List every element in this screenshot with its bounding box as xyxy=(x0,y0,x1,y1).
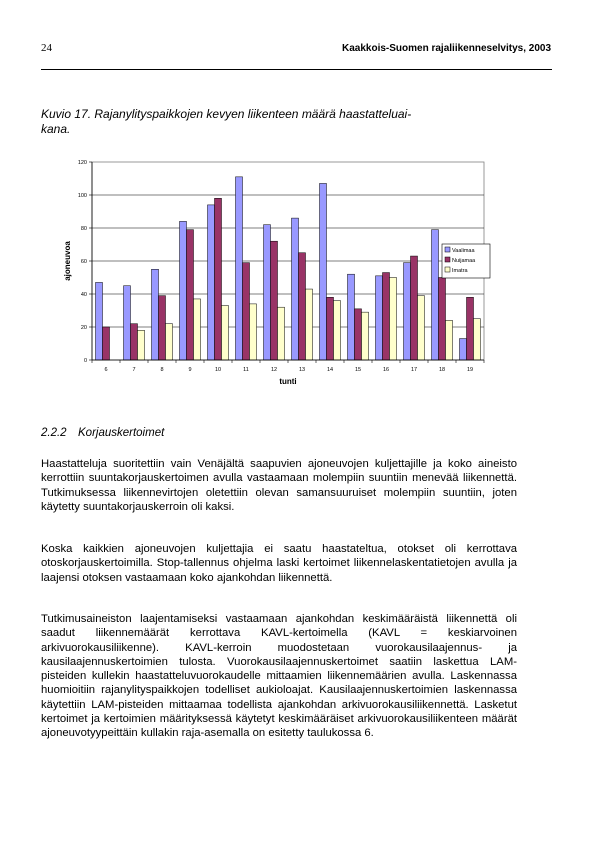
body-paragraph-3: Tutkimusaineiston laajentamiseksi vastaa… xyxy=(41,613,517,740)
bar-nuijamaa-12 xyxy=(270,240,278,361)
bar-vaalimaa-6 xyxy=(95,282,103,361)
legend-label-vaalimaa: Vaalimaa xyxy=(452,248,475,254)
bar-nuijamaa-14 xyxy=(326,297,334,361)
bar-nuijamaa-9 xyxy=(186,229,194,361)
section-number: 2.2.2 xyxy=(41,427,67,439)
bar-imatra-11 xyxy=(249,303,257,361)
bar-imatra-16 xyxy=(389,277,397,361)
page-number: 24 xyxy=(41,42,52,54)
y-tick-label: 60 xyxy=(81,259,87,265)
header-divider xyxy=(41,69,552,70)
bar-nuijamaa-17 xyxy=(410,255,418,361)
running-header-title: Kaakkois-Suomen rajaliikenneselvitys, 20… xyxy=(342,43,551,54)
legend-label-nuijamaa: Nuijamaa xyxy=(452,258,476,264)
body-paragraph-1: Haastatteluja suoritettiin vain Venäjält… xyxy=(41,458,517,513)
x-tick-label: 19 xyxy=(467,367,473,373)
bar-nuijamaa-15 xyxy=(354,308,362,361)
bar-vaalimaa-9 xyxy=(179,221,187,361)
x-tick-label: 11 xyxy=(243,367,249,373)
x-tick-label: 15 xyxy=(355,367,361,373)
y-tick-label: 120 xyxy=(78,160,87,166)
bar-nuijamaa-10 xyxy=(214,198,222,361)
x-tick-label: 9 xyxy=(188,367,191,373)
legend-swatch-imatra xyxy=(444,266,451,273)
x-tick-label: 6 xyxy=(104,367,107,373)
bar-vaalimaa-17 xyxy=(403,262,411,361)
bar-imatra-13 xyxy=(305,288,313,361)
bar-nuijamaa-18 xyxy=(438,277,446,361)
x-tick-label: 14 xyxy=(327,367,333,373)
bar-imatra-14 xyxy=(333,300,341,361)
legend-swatch-nuijamaa xyxy=(444,256,451,263)
bar-vaalimaa-14 xyxy=(319,183,327,361)
section-title: Korjauskertoimet xyxy=(78,427,165,439)
y-axis-title: ajoneuvoa xyxy=(63,241,72,281)
bar-imatra-9 xyxy=(193,298,201,361)
y-tick-label: 20 xyxy=(81,325,87,331)
bar-vaalimaa-10 xyxy=(207,204,215,361)
bar-nuijamaa-8 xyxy=(158,295,166,361)
x-tick-label: 13 xyxy=(299,367,305,373)
y-tick-label: 100 xyxy=(78,193,87,199)
section-heading: 2.2.2 Korjauskertoimet xyxy=(41,427,164,439)
bar-nuijamaa-11 xyxy=(242,262,250,361)
x-tick-label: 10 xyxy=(215,367,221,373)
body-paragraph-2: Koska kaikkien ajoneuvojen kuljettajia e… xyxy=(41,543,517,584)
bar-nuijamaa-19 xyxy=(466,297,474,361)
bar-imatra-19 xyxy=(473,318,481,361)
bar-vaalimaa-16 xyxy=(375,275,383,361)
x-tick-label: 12 xyxy=(271,367,277,373)
y-tick-label: 0 xyxy=(84,358,87,364)
bar-vaalimaa-19 xyxy=(459,338,467,361)
bar-imatra-15 xyxy=(361,311,369,361)
bar-vaalimaa-15 xyxy=(347,273,355,361)
bar-nuijamaa-16 xyxy=(382,272,390,361)
y-tick-label: 80 xyxy=(81,226,87,232)
x-tick-label: 8 xyxy=(160,367,163,373)
bar-vaalimaa-12 xyxy=(263,224,271,361)
x-tick-label: 18 xyxy=(439,367,445,373)
bar-vaalimaa-11 xyxy=(235,176,243,361)
bar-imatra-18 xyxy=(445,320,453,361)
y-tick-label: 40 xyxy=(81,292,87,298)
x-tick-label: 17 xyxy=(411,367,417,373)
bar-vaalimaa-13 xyxy=(291,217,299,361)
bar-nuijamaa-7 xyxy=(130,323,138,361)
legend-label-imatra: Imatra xyxy=(452,268,469,274)
bar-imatra-12 xyxy=(277,306,285,361)
bar-imatra-8 xyxy=(165,323,173,361)
bar-vaalimaa-8 xyxy=(151,269,159,361)
bar-vaalimaa-18 xyxy=(431,229,439,361)
bar-imatra-10 xyxy=(221,305,229,361)
bar-imatra-7 xyxy=(137,330,145,361)
bar-vaalimaa-7 xyxy=(123,285,131,361)
x-tick-label: 16 xyxy=(383,367,389,373)
x-tick-label: 7 xyxy=(132,367,135,373)
bar-nuijamaa-6 xyxy=(102,326,110,361)
x-axis-title: tunti xyxy=(279,377,296,386)
figure-caption: Kuvio 17. Rajanylityspaikkojen kevyen li… xyxy=(41,107,412,136)
legend-swatch-vaalimaa xyxy=(444,246,451,253)
bar-imatra-17 xyxy=(417,295,425,361)
bar-chart: 0 20 40 60 80 100 120 6 7 8 9 10 11 12 13 14 15 16 17 18 19 t… xyxy=(63,160,491,386)
bar-nuijamaa-13 xyxy=(298,252,306,361)
